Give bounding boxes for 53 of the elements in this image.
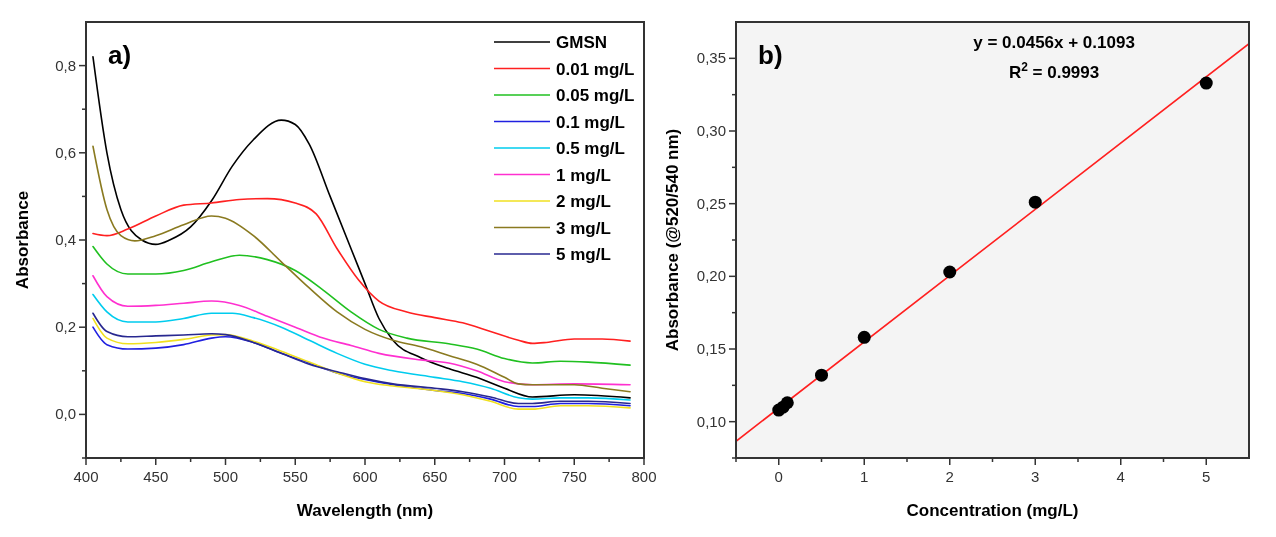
x-tick-label: 2 xyxy=(945,468,954,485)
x-tick-label: 650 xyxy=(422,468,448,485)
x-tick-label: 800 xyxy=(631,468,657,485)
y-tick-label: 0,0 xyxy=(55,405,76,423)
x-tick-label: 600 xyxy=(352,468,378,485)
point xyxy=(943,265,957,279)
y-tick-label: 0,8 xyxy=(55,56,76,74)
y-tick-label: 0,6 xyxy=(55,143,76,161)
x-tick-label: 4 xyxy=(1116,468,1125,485)
x-tick-label: 550 xyxy=(282,468,308,485)
y-tick-label: 0,15 xyxy=(696,340,726,357)
x-tick-label: 1 xyxy=(860,468,869,485)
x-tick-label: 400 xyxy=(73,468,99,485)
annotation: a) xyxy=(108,40,132,70)
legend-label: 3 mg/L xyxy=(556,218,611,238)
x-tick-label: 500 xyxy=(212,468,239,485)
annotation: b) xyxy=(758,40,783,70)
x-axis-title: Concentration (mg/L) xyxy=(906,501,1079,520)
y-tick-label: 0,25 xyxy=(696,194,726,212)
line-series xyxy=(92,245,631,366)
legend-label: 0.1 mg/L xyxy=(556,112,625,132)
y-tick-label: 0,2 xyxy=(55,318,76,336)
x-axis-title: Wavelength (nm) xyxy=(296,501,434,520)
annotation: R$^{2}$ = 0.9993 xyxy=(1008,60,1100,82)
legend-label: 0.05 mg/L xyxy=(556,86,635,105)
y-tick-label: 0,10 xyxy=(696,412,726,430)
x-tick-label: 0 xyxy=(774,468,783,485)
point xyxy=(780,396,794,410)
y-tick-label: 0,30 xyxy=(696,122,726,139)
x-tick-label: 750 xyxy=(561,468,587,485)
legend-label: 5 mg/L xyxy=(556,245,611,264)
x-tick-label: 3 xyxy=(1031,468,1040,485)
y-axis-title: Absorbance (@520/540 nm) xyxy=(663,128,682,352)
line-series xyxy=(92,197,631,345)
point xyxy=(1199,76,1213,90)
legend-label: 2 mg/L xyxy=(556,192,611,211)
legend-label: 1 mg/L xyxy=(556,165,611,185)
legend-label: 0.01 mg/L xyxy=(556,59,635,79)
legend-label: GMSN xyxy=(556,33,607,52)
point xyxy=(857,330,871,344)
y-tick-label: 0,4 xyxy=(55,231,76,248)
x-tick-label: 450 xyxy=(143,468,169,485)
y-axis-title: Absorbance xyxy=(13,190,32,290)
point xyxy=(815,368,828,382)
x-tick-label: 5 xyxy=(1202,468,1211,485)
y-tick-label: 0,35 xyxy=(696,49,726,67)
annotation: y = 0.0456x + 0.1093 xyxy=(973,33,1135,52)
line-series xyxy=(92,274,631,386)
point xyxy=(1028,195,1042,209)
x-tick-label: 700 xyxy=(491,468,518,485)
legend-label: 0.5 mg/L xyxy=(556,139,625,158)
line-series xyxy=(92,293,631,401)
y-tick-label: 0,20 xyxy=(696,267,726,285)
